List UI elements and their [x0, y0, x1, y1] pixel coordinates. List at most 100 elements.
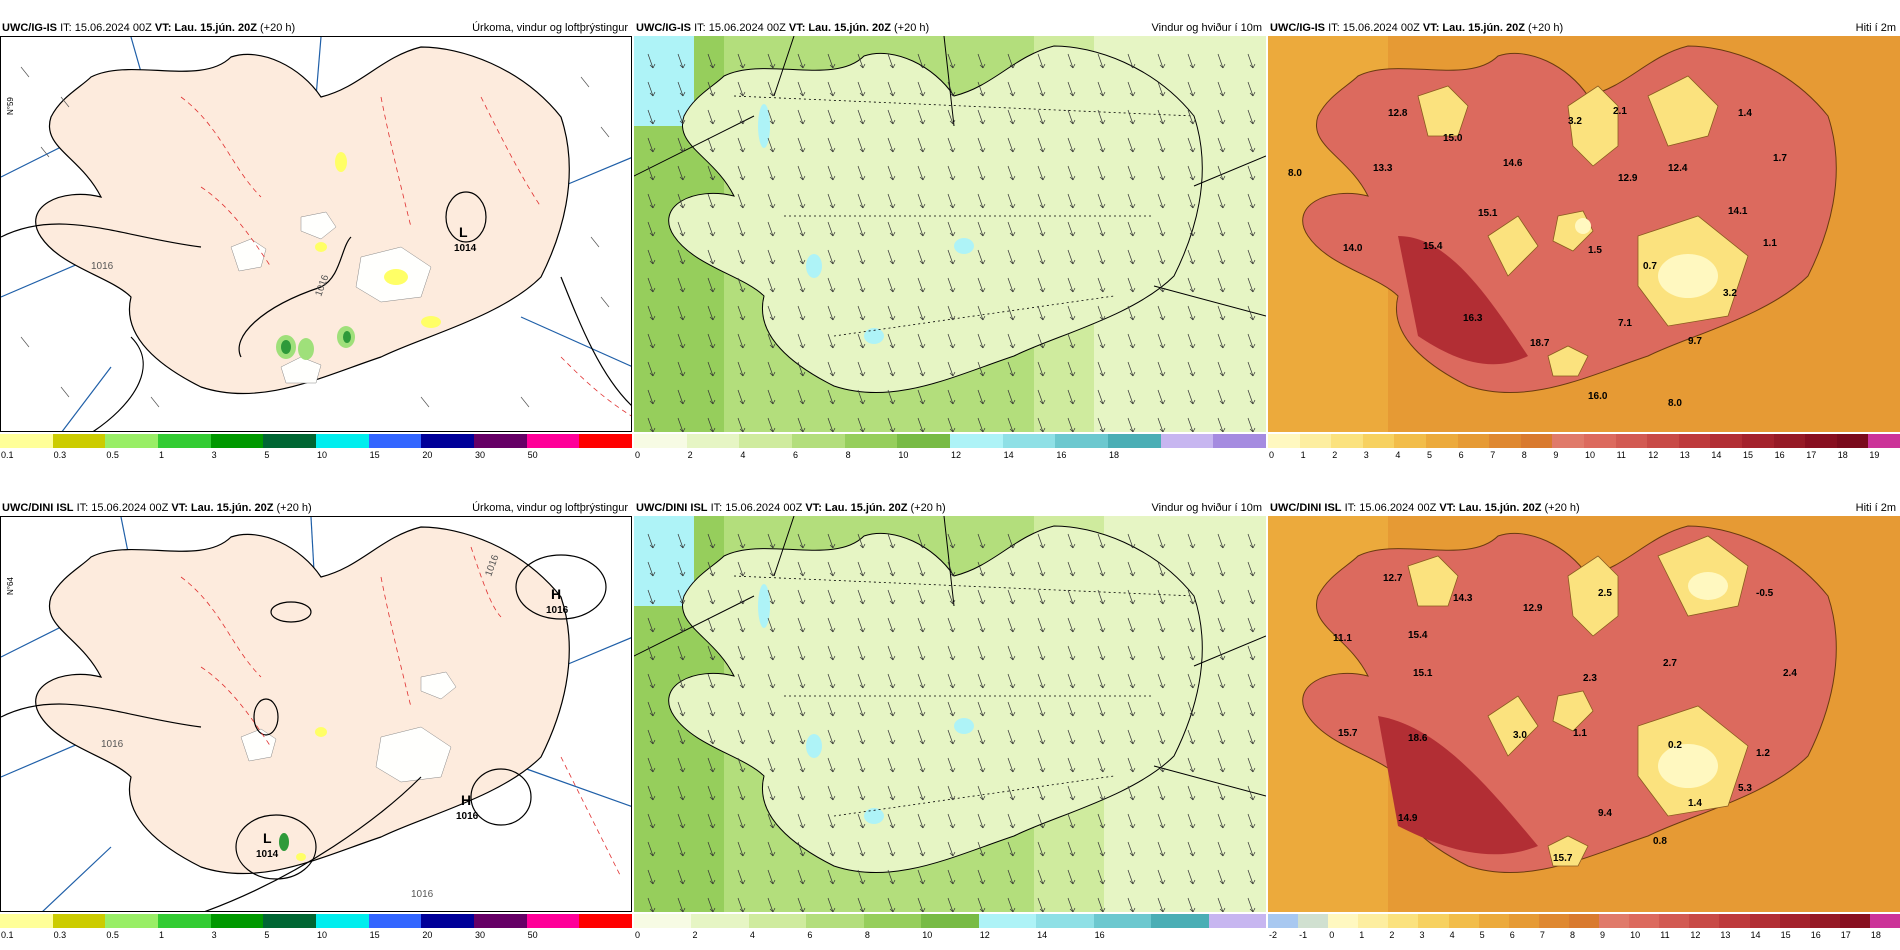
wind-arrow: [677, 729, 686, 745]
wind-arrow: [1067, 785, 1076, 801]
wind-arrow: [1247, 561, 1256, 577]
colorbar-tick-label: 3: [1419, 930, 1425, 940]
colorbar-tick-label: 5: [1479, 930, 1485, 940]
wind-arrow: [677, 361, 686, 377]
wind-arrow: [857, 249, 866, 265]
colorbar-tick-label: 2: [1389, 930, 1395, 940]
issue-time: IT: 15.06.2024 00Z: [694, 22, 786, 34]
wind-arrow: [1127, 333, 1136, 349]
colorbar: [634, 914, 1266, 928]
colorbar-tick-label: 0.1: [1, 450, 14, 460]
colorbar-ticks: 0 1 2 3 4 5 6 7 8 9 10 11 12 13 14 15 16 17 18 19: [1268, 450, 1900, 462]
colorbar-segment: [158, 914, 211, 928]
wind-arrow: [827, 533, 836, 549]
wind-arrow: [1157, 645, 1166, 661]
colorbar-segment: [686, 434, 740, 448]
wind-arrow: [887, 333, 896, 349]
wind-arrow: [827, 813, 836, 829]
header-left: UWC/IG-IS IT: 15.06.2024 00Z VT: Lau. 15…: [1270, 22, 1563, 34]
wind-arrow: [737, 561, 746, 577]
wind-arrow: [947, 673, 956, 689]
panel-title: Hiti í 2m: [1855, 22, 1896, 34]
wind-arrow: [977, 53, 986, 69]
colorbar-segment: [792, 434, 845, 448]
wind-arrow: [947, 701, 956, 717]
wind-arrow: [1217, 221, 1226, 237]
colorbar-tick-label: 30: [475, 450, 486, 460]
wind-arrow: [917, 417, 926, 432]
wind-arrow: [1067, 81, 1076, 97]
wind-arrow: [1007, 701, 1016, 717]
wind-arrow: [1187, 617, 1196, 633]
wind-arrow: [1007, 109, 1016, 125]
wind-arrow: [977, 561, 986, 577]
wind-arrow: [767, 277, 776, 293]
wind-arrow: [827, 305, 836, 321]
colorbar-tick-label: -2: [1269, 930, 1278, 940]
wind-arrow: [677, 869, 686, 885]
wind-arrow: [827, 869, 836, 885]
pressure-label-l-value: 1014: [454, 243, 477, 254]
lat-label: N°64: [6, 577, 15, 595]
wind-arrow: [1037, 757, 1046, 773]
wind-arrow: [677, 165, 686, 181]
colorbar-tick-label: 10: [1630, 930, 1641, 940]
colorbar-tick-label: 5: [1427, 450, 1433, 460]
colorbar-tick-label: 0: [635, 930, 641, 940]
colorbar-segment: [1836, 434, 1869, 448]
wind-arrow: [857, 389, 866, 405]
wind-arrow: [1217, 645, 1226, 661]
wind-arrow: [1247, 221, 1256, 237]
colorbar-ticks: -2-1012345678910111213141516171819: [1268, 930, 1900, 942]
colorbar-tick-label: 0.1: [1, 930, 14, 940]
wind-arrow: [977, 305, 986, 321]
colorbar-segment: [1362, 434, 1395, 448]
issue-time: IT: 15.06.2024 00Z: [1328, 22, 1420, 34]
pressure-label-l: L: [459, 224, 468, 240]
wind-arrow: [797, 617, 806, 633]
wind-arrow: [1217, 589, 1226, 605]
wind-arrow: [947, 757, 956, 773]
wind-arrow: [767, 165, 776, 181]
colorbar-tick-label: 5: [264, 930, 270, 940]
wind-arrow: [917, 137, 926, 153]
temperature-value: 1.7: [1773, 153, 1787, 164]
temperature-value: 1.1: [1573, 728, 1587, 739]
wind-arrow: [647, 277, 656, 293]
wind-arrow: [647, 417, 656, 432]
wind-arrow: [857, 757, 866, 773]
wind-arrow: [647, 389, 656, 405]
wind-arrow: [827, 389, 836, 405]
colorbar-segment: [1749, 914, 1780, 928]
wind-arrow: [1127, 277, 1136, 293]
colorbar-segment: [1418, 914, 1449, 928]
wind-arrow: [887, 785, 896, 801]
wind-arrow: [647, 333, 656, 349]
wind-arrow: [857, 869, 866, 885]
colorbar-tick-label: 12: [1690, 930, 1701, 940]
wind-arrow: [707, 813, 716, 829]
wind-arrow: [677, 813, 686, 829]
colorbar-tick-label: 17: [1806, 450, 1817, 460]
colorbar-tick-label: 11: [1660, 930, 1670, 940]
wind-arrow: [1217, 81, 1226, 97]
wind-arrow: [707, 277, 716, 293]
colorbar-segment: [897, 434, 951, 448]
wind-arrow: [647, 109, 656, 125]
wind-arrow: [737, 361, 746, 377]
panel-header: UWC/DINI ISL IT: 15.06.2024 00Z VT: Lau.…: [1268, 480, 1900, 516]
wind-arrow: [797, 897, 806, 912]
colorbar-segment: [1805, 434, 1837, 448]
wind-arrow: [947, 193, 956, 209]
colorbar-tick-label: 10: [317, 930, 328, 940]
wind-arrow: [767, 701, 776, 717]
colorbar-segment: [1093, 914, 1152, 928]
colorbar-tick-label: 20: [422, 930, 433, 940]
wind-arrow: [797, 249, 806, 265]
wind-arrow: [677, 841, 686, 857]
wind-arrow: [1097, 841, 1106, 857]
wind-arrow: [947, 561, 956, 577]
wind-arrow: [1097, 53, 1106, 69]
wind-arrow: [1127, 193, 1136, 209]
colorbar-segment: [0, 914, 53, 928]
